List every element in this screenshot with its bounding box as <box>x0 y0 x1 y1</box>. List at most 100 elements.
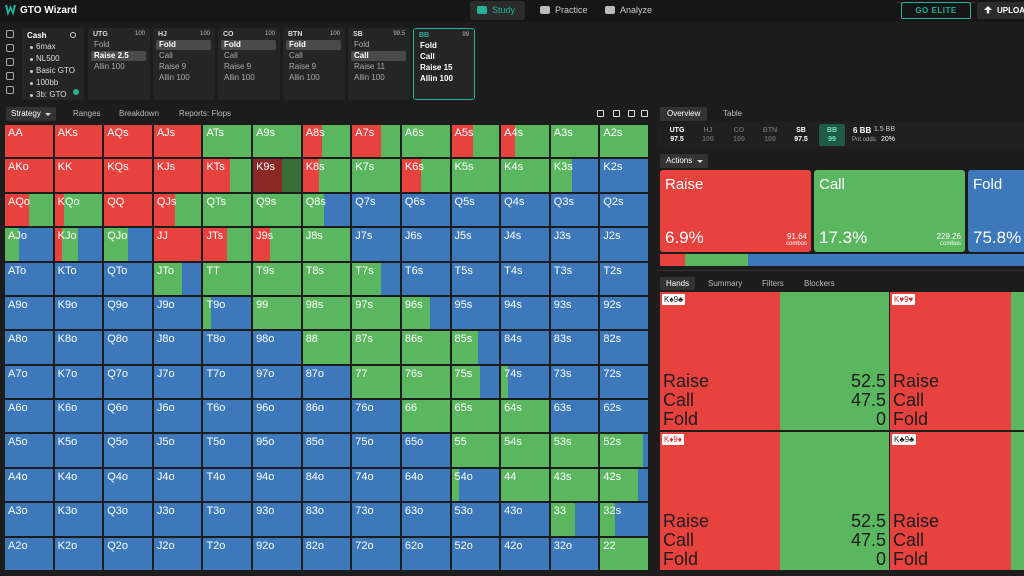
hand-label[interactable]: KK <box>57 161 73 174</box>
hand-label[interactable]: 83s <box>553 333 572 346</box>
hand-cell[interactable]: A6s <box>400 124 451 159</box>
hand-cell[interactable]: J5o <box>152 433 203 468</box>
hand-cell[interactable]: Q5o <box>103 433 153 468</box>
hand-cell[interactable]: KTo <box>53 261 104 296</box>
hand-label[interactable]: J4s <box>504 230 522 243</box>
hand-label[interactable]: A2s <box>603 127 623 139</box>
sidebar-icon[interactable] <box>6 58 14 66</box>
position-card[interactable]: BTN 100 Fold Call Raise 9 Allin 100 <box>283 28 345 100</box>
hand-cell[interactable]: 43o <box>500 502 550 537</box>
position-action[interactable]: Call <box>224 51 238 60</box>
stack-item[interactable]: HJ 100 <box>695 124 721 146</box>
position-action[interactable]: Raise 9 <box>289 62 317 71</box>
hand-label[interactable]: A5o <box>8 436 28 449</box>
hand-label[interactable]: 32s <box>603 505 622 518</box>
hand-label[interactable]: 54s <box>504 436 522 449</box>
hand-cell[interactable]: Q3s <box>549 192 600 228</box>
hand-cell[interactable]: Q4o <box>103 467 153 503</box>
hand-label[interactable]: 64o <box>404 470 424 483</box>
hand-label[interactable]: K2o <box>57 539 78 552</box>
hand-label[interactable]: 22 <box>603 539 616 552</box>
hand-cell[interactable]: K9s <box>252 158 302 193</box>
position-action[interactable]: Fold <box>156 40 211 50</box>
hand-label[interactable]: Q3s <box>553 195 574 208</box>
hand-label[interactable]: 84o <box>305 470 325 483</box>
hand-cell[interactable]: Q8o <box>103 330 153 365</box>
hand-label[interactable]: 94o <box>256 470 275 483</box>
hand-cell[interactable]: 83s <box>549 330 600 365</box>
hand-cell[interactable]: K6o <box>53 399 104 434</box>
hand-cell[interactable]: 93s <box>549 295 600 331</box>
hand-cell[interactable]: 72o <box>351 536 401 571</box>
hand-label[interactable]: AKs <box>57 127 78 139</box>
hand-cell[interactable]: J6s <box>400 227 451 262</box>
hand-cell[interactable]: 44 <box>500 467 550 503</box>
sidebar-icon[interactable] <box>6 44 14 52</box>
strategy-tab[interactable]: Ranges <box>73 109 101 118</box>
hand-label[interactable]: 96s <box>404 298 423 311</box>
hand-cell[interactable]: 32o <box>549 536 600 571</box>
hand-label[interactable]: J2o <box>156 539 175 552</box>
hand-cell[interactable]: A5o <box>4 433 54 468</box>
hand-cell[interactable]: Q9s <box>252 192 302 228</box>
hand-cell[interactable]: A7o <box>4 364 54 400</box>
hand-cell[interactable]: J6o <box>152 399 203 434</box>
action-box[interactable]: Call 17.3% 229.26 combos <box>814 170 965 252</box>
hand-label[interactable]: 65o <box>404 436 424 449</box>
hand-cell[interactable]: Q6s <box>400 192 451 228</box>
hand-cell[interactable]: 85o <box>301 433 352 468</box>
hand-label[interactable]: Q6s <box>404 195 426 208</box>
hand-cell[interactable]: A3s <box>549 124 600 159</box>
hand-label[interactable]: J8o <box>156 333 175 346</box>
hand-cell[interactable]: 82o <box>301 536 352 571</box>
hand-label[interactable]: K4o <box>57 470 78 483</box>
hand-cell[interactable]: K9o <box>53 295 104 331</box>
hand-label[interactable]: AJs <box>156 127 176 139</box>
hand-label[interactable]: 72s <box>603 367 622 380</box>
nav-label[interactable]: Practice <box>555 5 588 15</box>
hand-cell[interactable]: 86o <box>301 399 352 434</box>
hand-label[interactable]: J8s <box>305 230 323 243</box>
position-action[interactable]: Allin 100 <box>224 73 255 82</box>
hand-cell[interactable]: 33 <box>549 502 600 537</box>
hand-cell[interactable]: JJ <box>152 227 203 262</box>
hand-cell[interactable]: 83o <box>301 502 352 537</box>
hand-label[interactable]: 74o <box>355 470 374 483</box>
hand-cell[interactable]: 84o <box>301 467 352 503</box>
hand-cell[interactable]: 52o <box>450 536 501 571</box>
hand-cell[interactable]: 42o <box>500 536 550 571</box>
hand-cell[interactable]: QTo <box>103 261 153 296</box>
position-card[interactable]: SB 99.5 Fold Call Raise 11 Allin 100 <box>348 28 410 100</box>
hand-label[interactable]: T9o <box>206 298 226 311</box>
hand-cell[interactable]: T8o <box>202 330 253 365</box>
hand-label[interactable]: K7o <box>57 367 78 380</box>
hand-label[interactable]: 73s <box>553 367 572 380</box>
hand-cell[interactable]: 65o <box>400 433 451 468</box>
position-action[interactable]: Raise 11 <box>354 62 385 71</box>
hand-cell[interactable]: AJo <box>4 227 54 262</box>
hand-label[interactable]: TT <box>206 264 220 277</box>
hand-label[interactable]: 44 <box>504 470 517 483</box>
position-action[interactable]: Fold <box>94 40 110 49</box>
stack-item[interactable]: SB 97.5 <box>788 124 814 146</box>
position-action[interactable]: Fold <box>420 41 437 50</box>
hand-cell[interactable]: 64o <box>400 467 451 503</box>
hand-cell[interactable]: AQs <box>103 124 153 159</box>
hand-cell[interactable]: A4s <box>500 124 550 159</box>
hand-label[interactable]: A7o <box>8 367 28 380</box>
hand-cell[interactable]: T6s <box>400 261 451 296</box>
hand-cell[interactable]: QQ <box>103 192 153 228</box>
hand-cell[interactable]: J2s <box>599 227 649 262</box>
hand-cell[interactable]: T7s <box>351 261 401 296</box>
hand-label[interactable]: 98s <box>305 298 324 311</box>
hand-label[interactable]: 42s <box>603 470 622 483</box>
hand-label[interactable]: JJ <box>156 230 168 243</box>
hand-cell[interactable]: J9s <box>252 227 302 262</box>
hand-cell[interactable]: AKo <box>4 158 54 193</box>
hand-cell[interactable]: TT <box>202 261 253 296</box>
position-action[interactable]: Call <box>420 52 435 61</box>
strategy-tab[interactable]: Breakdown <box>119 109 160 118</box>
hand-label[interactable]: T5o <box>206 436 226 449</box>
hand-cell[interactable]: 75s <box>450 364 501 400</box>
hand-cell[interactable]: AJs <box>152 124 203 159</box>
